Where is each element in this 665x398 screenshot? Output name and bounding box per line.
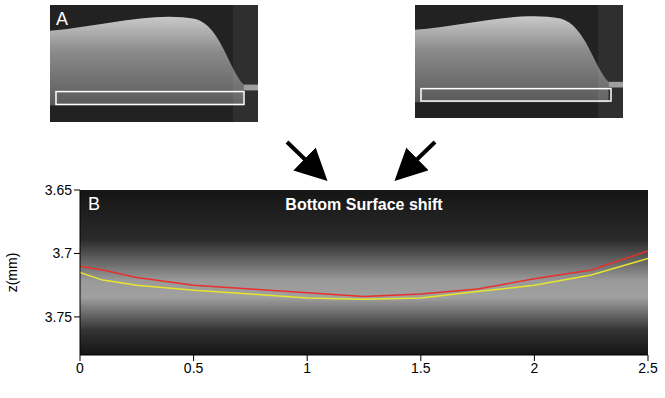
svg-text:0.5: 0.5: [184, 360, 204, 376]
svg-text:0: 0: [76, 360, 84, 376]
svg-text:3.65: 3.65: [45, 182, 72, 198]
svg-text:3.75: 3.75: [45, 309, 72, 325]
svg-text:1.5: 1.5: [411, 360, 431, 376]
svg-text:1: 1: [303, 360, 311, 376]
html-text:B: B: [88, 194, 100, 214]
svg-text:2.5: 2.5: [638, 360, 658, 376]
svg-text:3.7: 3.7: [53, 245, 73, 261]
html-text:Bottom Surface shift: Bottom Surface shift: [285, 196, 443, 213]
svg-text:A: A: [56, 9, 68, 29]
svg-text:z(mm): z(mm): [4, 253, 20, 293]
svg-text:2: 2: [531, 360, 539, 376]
